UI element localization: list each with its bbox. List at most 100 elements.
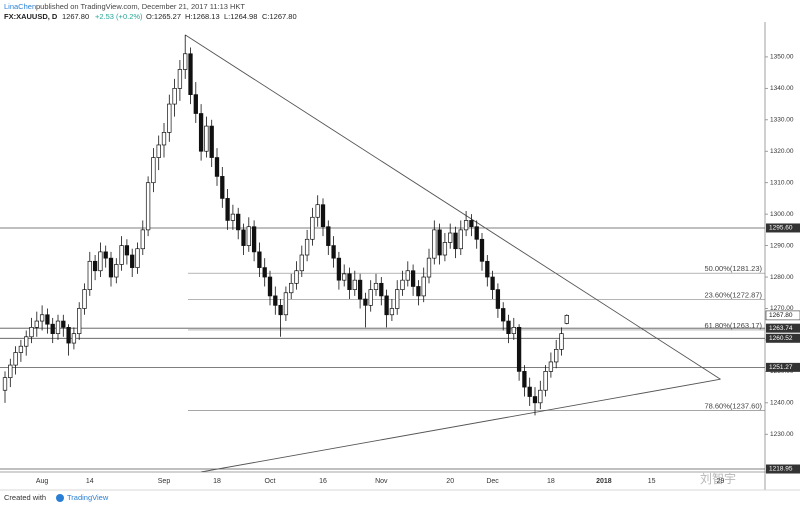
candle-body	[145, 182, 151, 231]
candle-body	[405, 270, 410, 281]
candle-body	[114, 264, 119, 278]
candle-body	[119, 245, 124, 265]
candle-body	[495, 289, 501, 309]
candle-body	[442, 242, 448, 256]
candle-body	[469, 220, 474, 228]
candle-body	[564, 315, 569, 324]
high: H:1268.13	[185, 12, 220, 21]
x-tick-label: Sep	[158, 478, 171, 485]
candle-body	[82, 289, 87, 309]
candle-body	[55, 320, 61, 334]
candle-body	[172, 88, 177, 105]
level-label: 1263.74	[769, 325, 793, 332]
level-box	[766, 223, 800, 233]
level-label: 1251.27	[769, 364, 793, 371]
open: O:1265.27	[146, 12, 181, 21]
candle-body	[437, 229, 442, 256]
symbol: FX:XAUUSD, D	[4, 12, 58, 21]
candle-body	[236, 213, 241, 231]
candle-body	[71, 333, 77, 344]
candle-body	[416, 286, 421, 297]
candle-body	[188, 53, 193, 95]
candle-body	[389, 308, 395, 316]
candle-body	[8, 364, 13, 379]
candle-body	[92, 260, 98, 272]
candle-body	[532, 396, 538, 404]
y-tick-label: 1300.00	[770, 211, 794, 218]
low: L:1264.98	[224, 12, 257, 21]
candle-body	[167, 103, 172, 133]
candle-body	[193, 94, 198, 114]
candle-body	[230, 213, 236, 221]
candle-body	[130, 254, 135, 268]
candle-body	[124, 245, 130, 256]
x-tick-label: Aug	[36, 478, 49, 485]
candle-body	[2, 377, 8, 391]
candle-body	[347, 273, 352, 290]
candle-body	[34, 320, 39, 328]
candle-body	[177, 69, 183, 89]
candle-body	[135, 248, 140, 268]
x-tick-label: Nov	[375, 478, 388, 485]
candle-body	[522, 371, 527, 388]
candle-body	[479, 238, 485, 262]
candle-body	[315, 204, 320, 218]
logo	[56, 494, 64, 502]
candle-body	[363, 298, 368, 306]
trendline	[184, 34, 721, 380]
candle-body	[289, 282, 294, 294]
candle-body	[453, 232, 458, 250]
candle-body	[527, 386, 532, 397]
candle-body	[357, 279, 363, 300]
candle-body	[87, 260, 92, 290]
candle-body	[257, 251, 262, 268]
candle-body	[373, 282, 379, 290]
candle-body	[432, 229, 437, 259]
candle-body	[183, 53, 188, 70]
candle-body	[151, 157, 156, 184]
candle-body	[18, 345, 24, 353]
candle-body	[410, 270, 416, 287]
candle-body	[368, 289, 373, 306]
candle-body	[326, 226, 331, 246]
candle-body	[108, 257, 114, 278]
candle-body	[198, 113, 204, 152]
candle-body	[61, 320, 66, 328]
candle-body	[342, 273, 347, 281]
candle-body	[379, 282, 384, 297]
candle-body	[511, 326, 516, 334]
candle-body	[299, 254, 304, 272]
candle-body	[554, 349, 559, 363]
x-tick-label: 15	[648, 478, 656, 485]
watermark: 刘智宇	[700, 471, 736, 486]
candle-body	[45, 314, 50, 325]
candle-body	[384, 295, 389, 316]
fib-label: 61.80%(1263.17)	[704, 321, 762, 330]
candle-body	[273, 295, 278, 306]
candle-body	[516, 326, 522, 372]
candle-body	[310, 216, 315, 240]
plot-area	[0, 34, 765, 472]
x-tick-label: 20	[446, 478, 454, 485]
x-tick-label: Oct	[265, 478, 276, 485]
candle-body	[103, 251, 108, 259]
y-tick-label: 1340.00	[770, 85, 794, 92]
candle-body	[543, 371, 548, 391]
created-with: Created with	[4, 493, 46, 502]
x-tick-label: 14	[86, 478, 94, 485]
y-tick-label: 1350.00	[770, 54, 794, 61]
last: 1267.80	[62, 12, 89, 21]
level-box	[766, 362, 800, 372]
candle-body	[331, 245, 336, 259]
candle-body	[262, 267, 267, 278]
level-box	[766, 323, 800, 333]
published: published on TradingView.com, December 2…	[36, 2, 245, 11]
brand: TradingView	[67, 493, 109, 502]
y-tick-label: 1330.00	[770, 117, 794, 124]
candle-body	[140, 229, 145, 250]
candle-body	[278, 304, 283, 316]
candle-body	[506, 320, 511, 334]
